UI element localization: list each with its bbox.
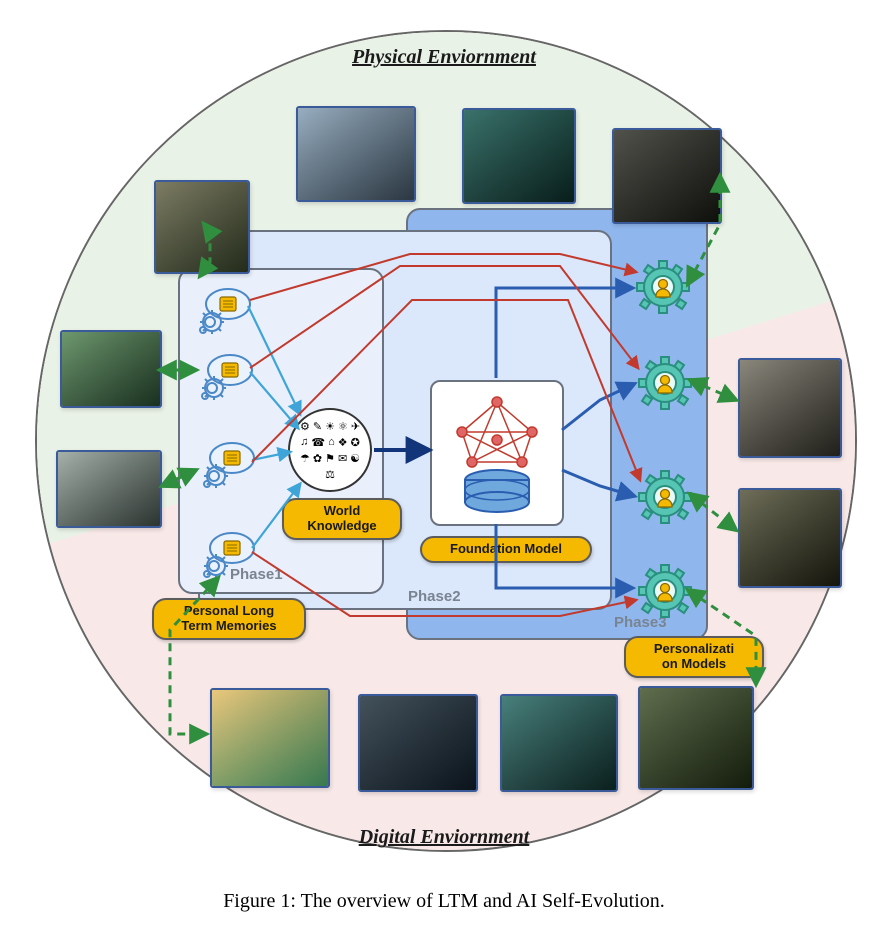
thumb-phys-talk	[612, 128, 722, 224]
figure-stage: Physical Enviornment Digital Enviornment…	[0, 0, 888, 880]
personalization-gear-4	[638, 564, 688, 614]
pill-personalization: Personalization Models	[624, 636, 764, 678]
personalization-gear-3	[638, 470, 688, 520]
world-knowledge-icon: ⚙✎☀⚛ ✈♫☎⌂ ❖✪☂✿ ⚑✉☯⚖	[288, 408, 372, 492]
thumb-phys-skate	[56, 450, 162, 528]
pill-personal-ltm: Personal LongTerm Memories	[152, 598, 306, 640]
foundation-model-icon	[442, 392, 552, 514]
pill-world-knowledge: WorldKnowledge	[282, 498, 402, 540]
thumb-dig-ruins	[638, 686, 754, 790]
digital-env-title: Digital Enviornment	[0, 826, 888, 849]
personalization-gear-1	[636, 260, 686, 310]
memory-bubble-1	[198, 286, 248, 328]
memory-bubble-4	[202, 530, 252, 572]
phase2-label: Phase2	[408, 588, 461, 605]
pill-foundation-model: Foundation Model	[420, 536, 592, 563]
figure-caption: Figure 1: The overview of LTM and AI Sel…	[0, 880, 888, 927]
thumb-dig-platformer	[210, 688, 330, 788]
thumb-phys-valley	[60, 330, 162, 408]
memory-bubble-2	[200, 352, 250, 394]
memory-bubble-3	[202, 440, 252, 482]
thumb-dig-vr	[738, 488, 842, 588]
thumb-dig-scifi-room	[358, 694, 478, 792]
thumb-phys-workshop	[296, 106, 416, 202]
thumb-phys-surgery	[462, 108, 576, 204]
thumb-dig-med-robot	[500, 694, 618, 792]
thumb-dig-street	[738, 358, 842, 458]
physical-env-title: Physical Enviornment	[0, 46, 888, 69]
personalization-gear-2	[638, 356, 688, 406]
foundation-model-box	[430, 380, 564, 526]
thumb-phys-climber	[154, 180, 250, 274]
